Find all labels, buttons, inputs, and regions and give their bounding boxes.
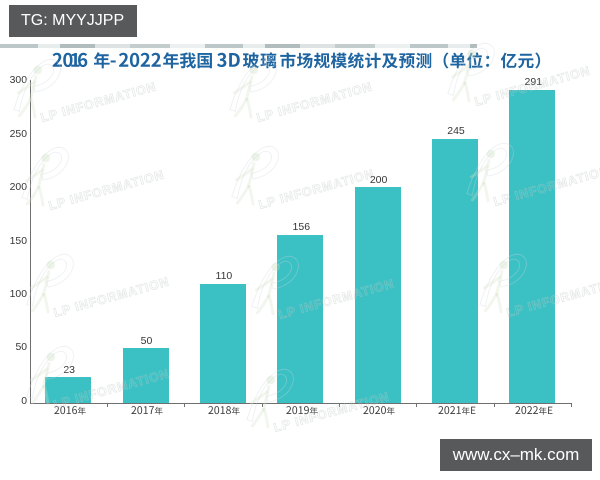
svg-text:LP INFORMATION: LP INFORMATION	[255, 79, 374, 124]
svg-text:LP INFORMATION: LP INFORMATION	[47, 167, 166, 212]
svg-text:LP INFORMATION: LP INFORMATION	[39, 79, 158, 124]
svg-text:LP INFORMATION: LP INFORMATION	[52, 274, 171, 319]
